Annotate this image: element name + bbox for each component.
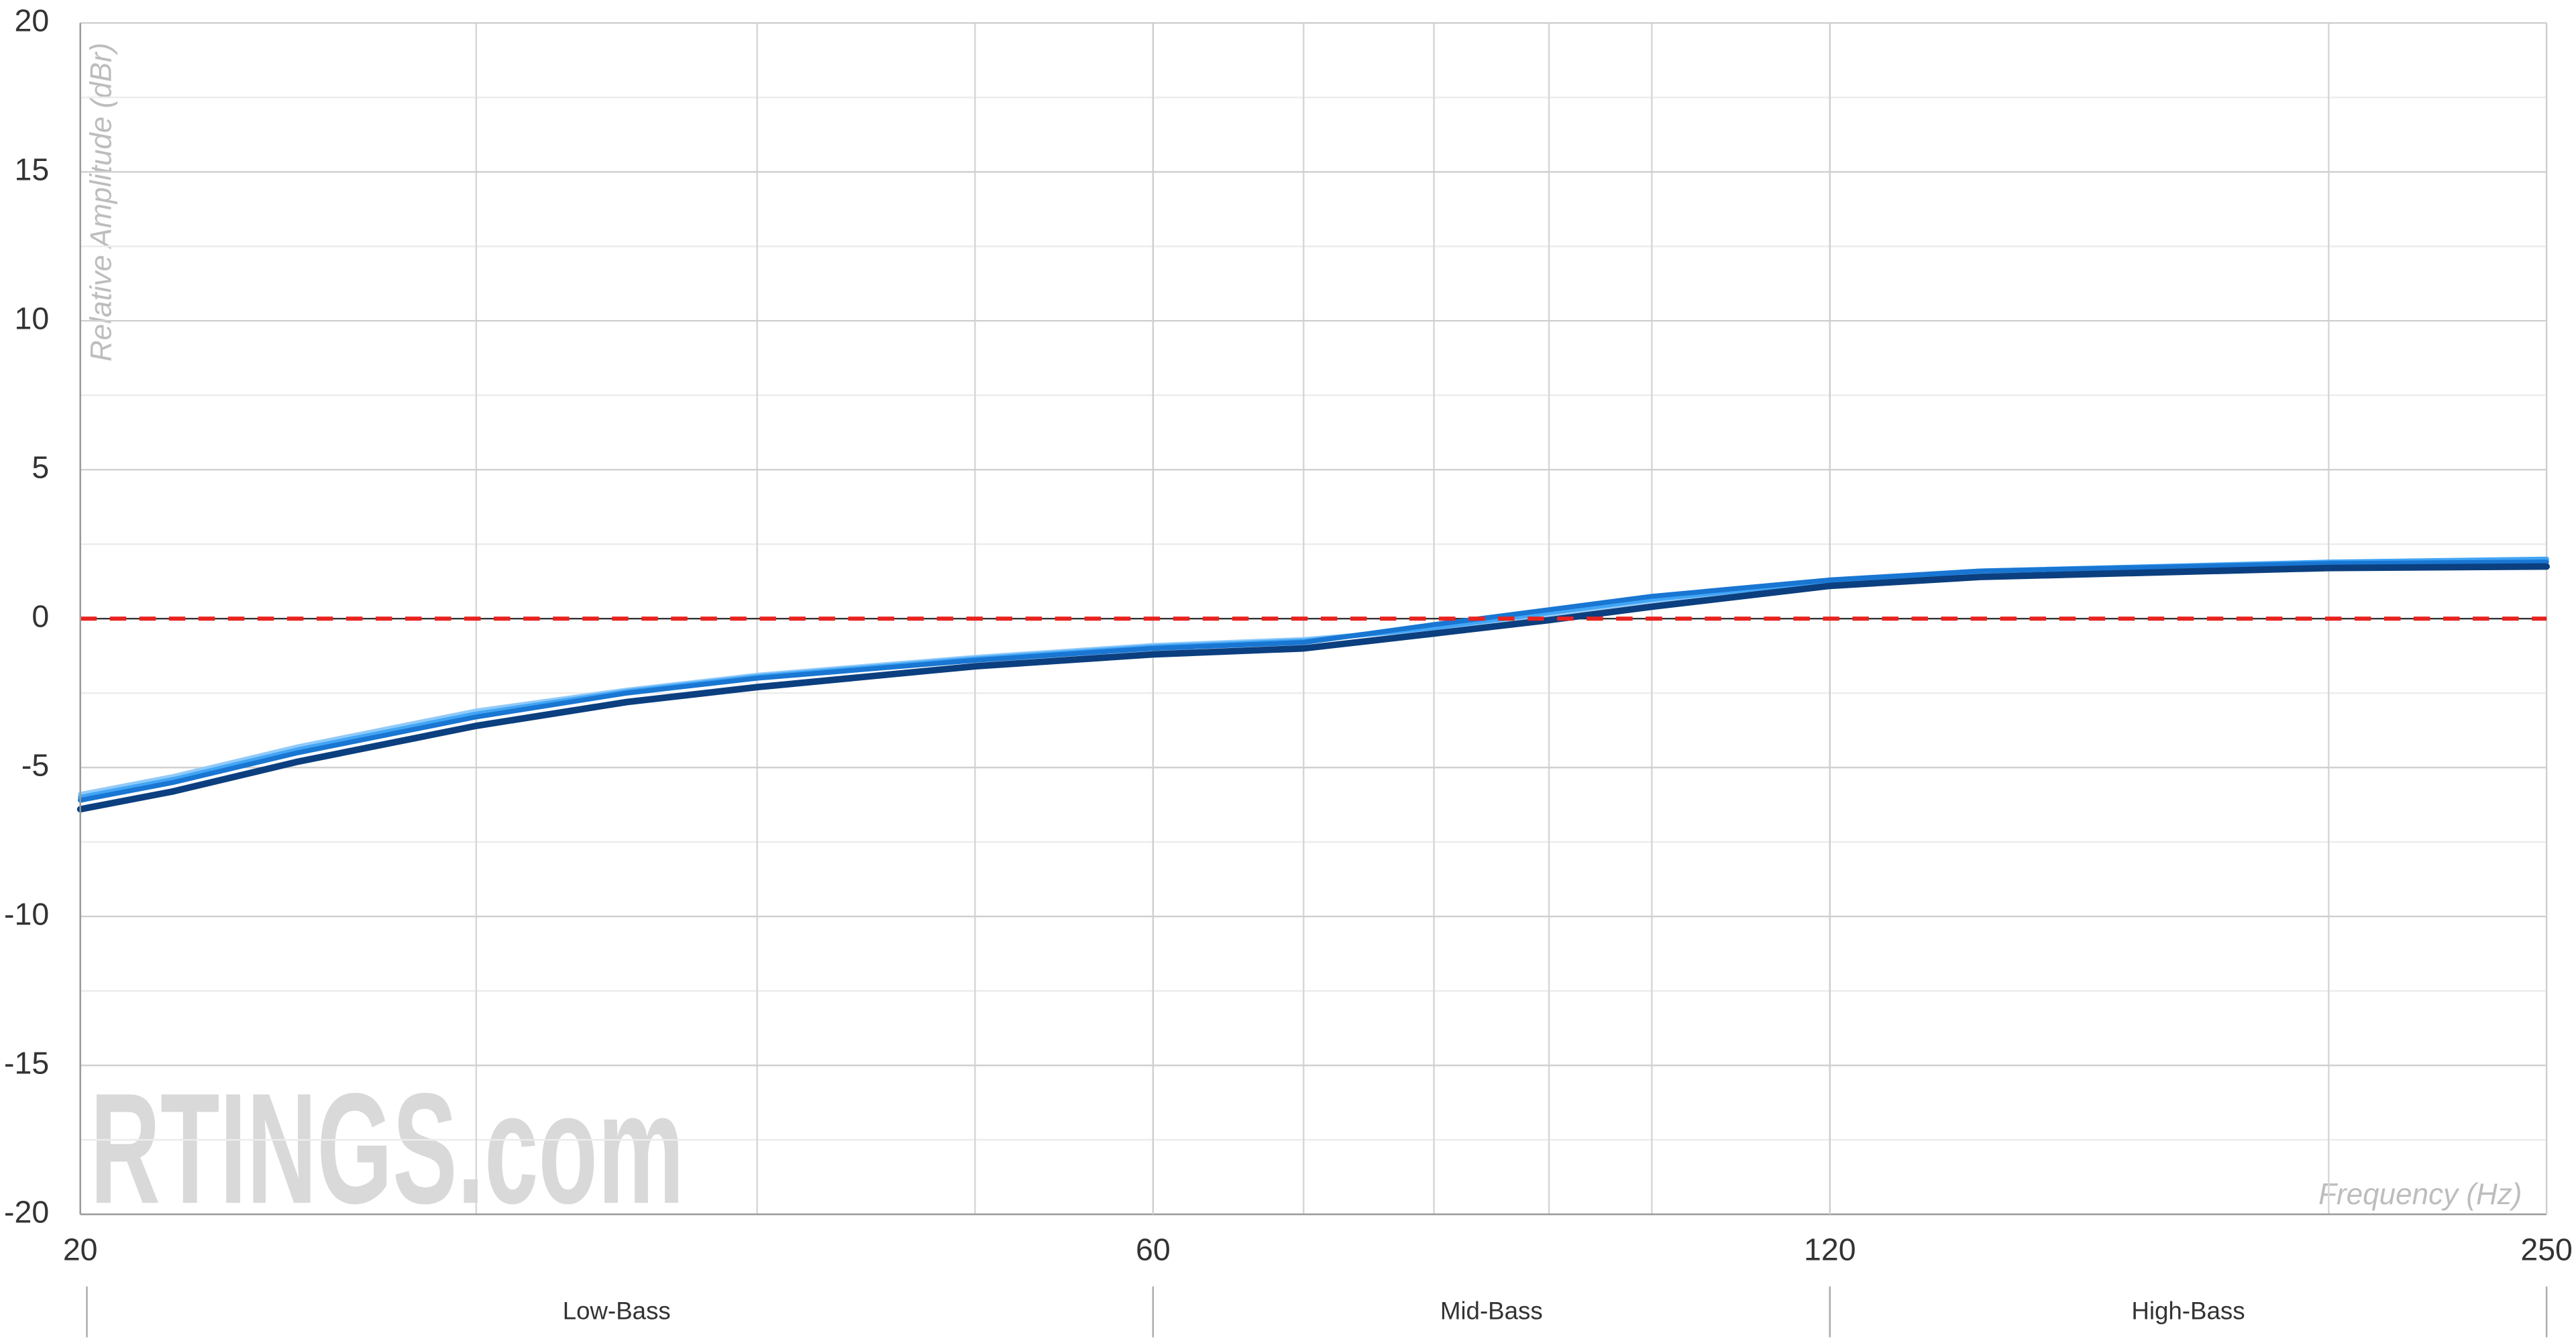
x-tick-label: 60 [1136, 1232, 1171, 1267]
series-line [78, 557, 2549, 797]
y-axis-title: Relative Amplitude (dBr) [85, 43, 118, 362]
watermark: RTINGS.com [90, 1060, 684, 1236]
band-label: Low-Bass [563, 1297, 671, 1325]
y-tick-label: 10 [15, 301, 50, 335]
x-tick-label: 20 [63, 1232, 98, 1267]
x-tick-label: 250 [2520, 1232, 2573, 1267]
series-line [78, 559, 2549, 803]
y-tick-label: -20 [4, 1194, 49, 1229]
y-tick-label: 20 [15, 3, 50, 38]
x-axis-title: Frequency (Hz) [2318, 1178, 2522, 1211]
band-label: High-Bass [2131, 1297, 2245, 1325]
y-tick-label: 5 [32, 449, 49, 484]
y-tick-label: -5 [21, 747, 49, 782]
y-tick-label: -15 [4, 1045, 49, 1080]
series-line [78, 556, 2549, 800]
y-tick-label: -10 [4, 896, 49, 931]
series-line [76, 563, 2551, 813]
y-tick-label: 15 [15, 152, 50, 187]
y-tick-label: 0 [32, 598, 49, 633]
band-label: Mid-Bass [1440, 1297, 1543, 1325]
x-tick-label: 120 [1804, 1232, 1856, 1267]
